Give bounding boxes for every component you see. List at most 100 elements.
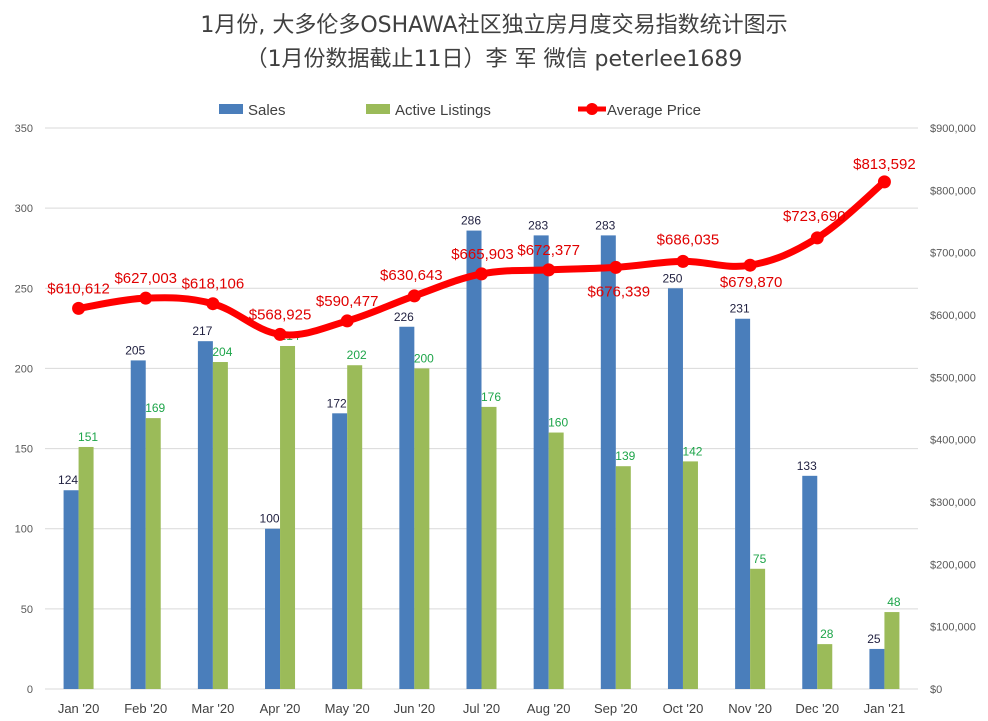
sales-data-label: 172	[327, 396, 347, 410]
sales-bar	[265, 528, 281, 689]
left-tick-label: 50	[21, 604, 33, 616]
right-tick-label: $900,000	[930, 123, 976, 135]
x-tick-label: Dec '20	[795, 701, 839, 716]
average-price-point	[743, 258, 757, 272]
right-tick-label: $700,000	[930, 248, 976, 260]
average-price-point	[609, 260, 623, 274]
left-tick-label: 200	[15, 363, 33, 375]
average-price-data-label: $618,106	[182, 276, 245, 293]
active-listings-bar	[817, 644, 833, 689]
average-price-point	[206, 297, 220, 311]
x-tick-label: Jan '20	[58, 701, 100, 716]
sales-bar	[533, 235, 549, 690]
x-tick-label: May '20	[325, 701, 370, 716]
right-tick-label: $100,000	[930, 622, 976, 634]
average-price-data-label: $568,925	[249, 306, 312, 323]
legend-swatch-sales	[219, 104, 243, 114]
active-listings-bar	[145, 418, 161, 689]
legend-label-average-price: Average Price	[607, 102, 701, 119]
x-axis: Jan '20 Feb '20 Mar '20 Apr '20 May '20 Jun '…	[58, 701, 905, 716]
chart-title: 1月份, 大多伦多OSHAWA社区独立房月度交易指数统计图示 （1月份数据截止1…	[200, 13, 787, 72]
active-listings-bar	[212, 362, 228, 689]
average-price-point	[340, 314, 354, 328]
left-tick-label: 150	[15, 444, 33, 456]
sales-bar	[735, 318, 751, 689]
average-price-point	[877, 175, 891, 189]
average-price-data-label: $590,477	[316, 293, 379, 310]
average-price-series	[72, 175, 891, 341]
sales-data-label: 100	[260, 512, 280, 526]
left-tick-label: 300	[15, 203, 33, 215]
active-listings-bar	[481, 406, 497, 689]
right-tick-label: $500,000	[930, 372, 976, 384]
active-listings-bar	[280, 345, 296, 689]
sales-bar	[466, 230, 482, 689]
right-tick-label: $200,000	[930, 559, 976, 571]
average-price-point	[407, 289, 421, 303]
sales-bar	[399, 326, 415, 689]
active-listings-data-label: 204	[212, 345, 232, 359]
sales-data-label: 205	[125, 343, 145, 357]
sales-bar	[869, 648, 885, 689]
right-axis: $0 $100,000 $200,000 $300,000 $400,000 $500,0…	[930, 123, 976, 696]
chart-title-line-1: 1月份, 大多伦多OSHAWA社区独立房月度交易指数统计图示	[200, 13, 787, 38]
sales-bar	[667, 288, 683, 689]
bars	[63, 230, 900, 690]
legend-label-active-listings: Active Listings	[395, 102, 491, 119]
x-tick-label: Mar '20	[191, 701, 234, 716]
sales-bar	[130, 360, 146, 689]
active-listings-bar	[347, 365, 363, 689]
active-listings-bar	[78, 446, 94, 689]
x-tick-label: Aug '20	[527, 701, 571, 716]
sales-data-label: 283	[595, 218, 615, 232]
x-tick-label: Jul '20	[463, 701, 500, 716]
active-listings-bar	[548, 432, 564, 689]
active-listings-data-label: 202	[347, 348, 367, 362]
average-price-point	[810, 231, 824, 245]
active-listings-bar	[414, 368, 430, 689]
sales-data-label: 217	[192, 324, 212, 338]
right-tick-label: $400,000	[930, 435, 976, 447]
sales-data-label: 283	[528, 218, 548, 232]
sales-data-label: 133	[797, 459, 817, 473]
x-tick-label: Jun '20	[394, 701, 436, 716]
average-price-data-label: $676,339	[588, 283, 651, 300]
average-price-data-label: $679,870	[720, 274, 783, 291]
active-listings-data-label: 200	[414, 351, 434, 365]
legend: Sales Active Listings Average Price	[219, 102, 701, 119]
chart-title-line-2: （1月份数据截止11日）李 军 微信 peterlee1689	[246, 47, 743, 72]
sales-data-label: 226	[394, 310, 414, 324]
sales-data-label: 124	[58, 473, 78, 487]
average-price-data-label: $627,003	[114, 270, 177, 287]
x-tick-label: Oct '20	[663, 701, 704, 716]
active-listings-bar	[682, 461, 698, 689]
legend-swatch-active-listings	[366, 104, 390, 114]
left-tick-label: 350	[15, 123, 33, 135]
average-price-data-label: $813,592	[853, 156, 916, 173]
left-axis: 0 50 100 150 200 250 300 350	[15, 123, 33, 696]
average-price-point	[139, 291, 153, 305]
active-listings-bar	[750, 568, 766, 689]
active-listings-data-label: 176	[481, 390, 501, 404]
average-price-data-label: $686,035	[657, 231, 720, 248]
sales-data-label: 231	[730, 302, 750, 316]
x-tick-label: Nov '20	[728, 701, 772, 716]
sales-data-label: 25	[867, 632, 881, 646]
active-listings-data-label: 48	[887, 595, 901, 609]
x-tick-label: Jan '21	[864, 701, 906, 716]
average-price-data-label: $610,612	[47, 280, 110, 297]
left-tick-label: 0	[27, 684, 33, 696]
active-listings-bar	[615, 466, 631, 689]
active-listings-data-label: 142	[682, 444, 702, 458]
average-price-data-label: $630,643	[380, 267, 443, 284]
sales-bar	[600, 235, 616, 690]
average-price-point	[273, 327, 287, 341]
legend-label-sales: Sales	[248, 102, 286, 119]
active-listings-data-label: 169	[145, 401, 165, 415]
right-tick-label: $800,000	[930, 185, 976, 197]
sales-bar	[63, 490, 79, 689]
x-tick-label: Apr '20	[260, 701, 301, 716]
average-price-point	[72, 301, 86, 315]
active-listings-data-label: 151	[78, 430, 98, 444]
